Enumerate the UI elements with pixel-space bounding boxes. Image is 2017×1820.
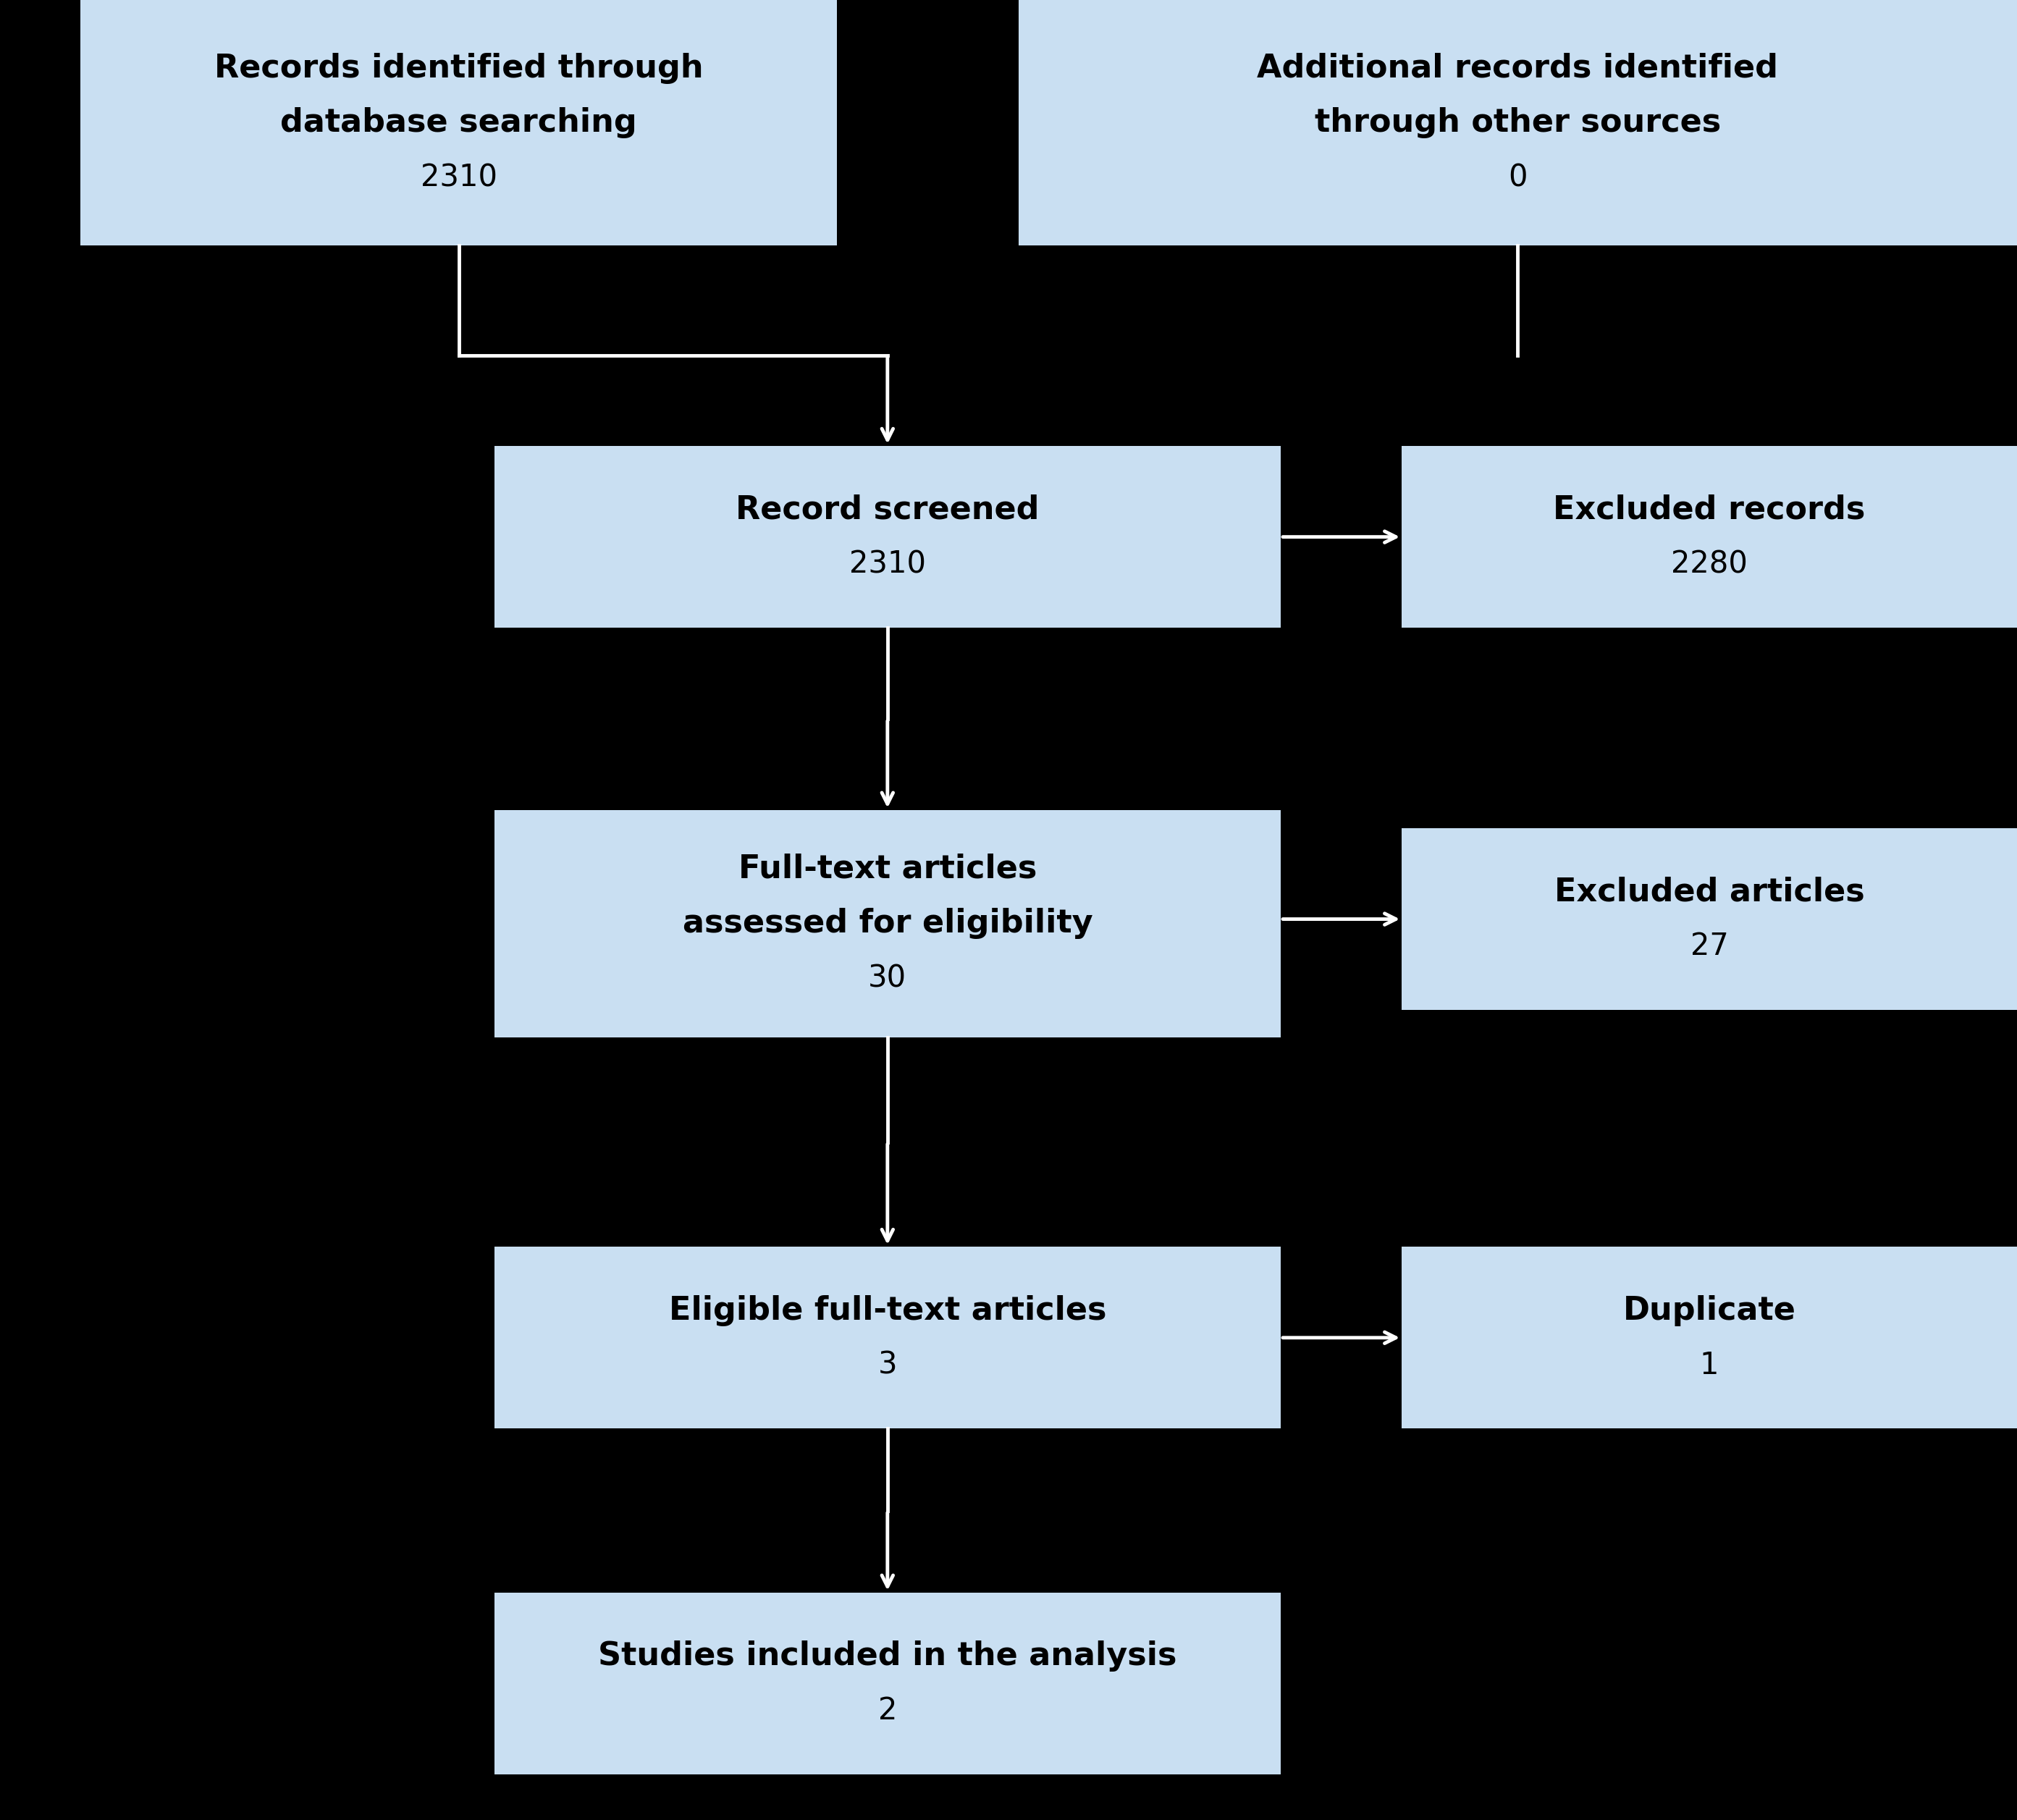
- FancyBboxPatch shape: [1402, 446, 2017, 628]
- FancyBboxPatch shape: [494, 1247, 1281, 1429]
- Text: Studies included in the analysis: Studies included in the analysis: [599, 1640, 1176, 1673]
- FancyBboxPatch shape: [494, 810, 1281, 1037]
- Text: 1: 1: [1700, 1350, 1718, 1380]
- FancyBboxPatch shape: [1402, 1247, 2017, 1429]
- Text: Excluded articles: Excluded articles: [1555, 875, 1864, 908]
- Text: 3: 3: [877, 1350, 898, 1380]
- Text: 2310: 2310: [420, 162, 498, 193]
- Text: 2280: 2280: [1670, 550, 1749, 579]
- FancyBboxPatch shape: [494, 446, 1281, 628]
- FancyBboxPatch shape: [494, 1592, 1281, 1775]
- Text: 2: 2: [877, 1696, 898, 1725]
- Text: 30: 30: [867, 963, 908, 994]
- Text: Records identified through: Records identified through: [214, 53, 704, 84]
- Text: database searching: database searching: [280, 107, 637, 138]
- FancyBboxPatch shape: [1019, 0, 2017, 246]
- Text: Eligible full-text articles: Eligible full-text articles: [670, 1294, 1105, 1327]
- Text: Duplicate: Duplicate: [1624, 1294, 1795, 1327]
- Text: 27: 27: [1690, 932, 1729, 961]
- Text: 2310: 2310: [849, 550, 926, 579]
- FancyBboxPatch shape: [81, 0, 837, 246]
- Text: Additional records identified: Additional records identified: [1257, 53, 1779, 84]
- Text: Full-text articles: Full-text articles: [738, 854, 1037, 885]
- Text: through other sources: through other sources: [1315, 107, 1721, 138]
- FancyBboxPatch shape: [1402, 828, 2017, 1010]
- Text: assessed for eligibility: assessed for eligibility: [682, 908, 1093, 939]
- Text: Excluded records: Excluded records: [1553, 493, 1866, 526]
- Text: 0: 0: [1509, 162, 1527, 193]
- Text: Record screened: Record screened: [736, 493, 1039, 526]
